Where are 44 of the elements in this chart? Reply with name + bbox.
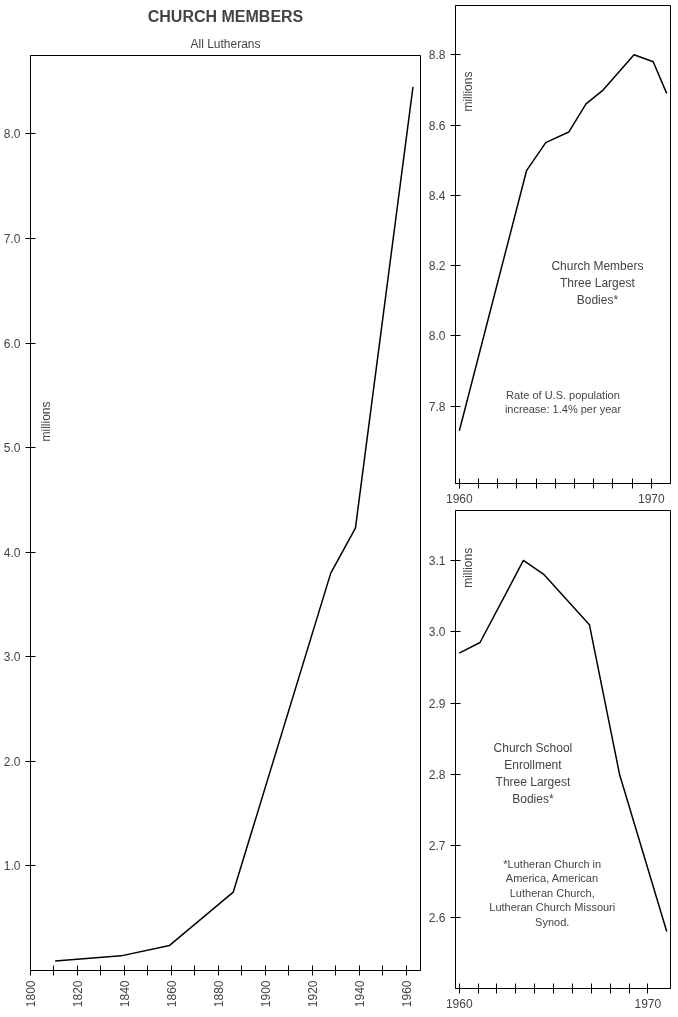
- x-tick-label: 1960: [399, 980, 414, 1008]
- y-tick-label: 8.6: [428, 118, 446, 133]
- y-tick-label: 8.8: [428, 48, 446, 63]
- x-tick-label: 1900: [258, 980, 273, 1008]
- y-tick-label: 4.0: [3, 545, 21, 560]
- y-tick-label: 2.9: [428, 696, 446, 711]
- y-tick-label: 3.0: [428, 625, 446, 640]
- y-tick-label: 3.1: [428, 553, 446, 568]
- y-tick-label: 5.0: [3, 441, 21, 456]
- y-tick-label: 2.7: [428, 839, 446, 854]
- x-tick-label: 1820: [70, 980, 85, 1008]
- x-tick-label: 1960: [445, 491, 474, 506]
- x-tick-label: 1840: [117, 980, 132, 1008]
- chart-subtitle: All Lutherans: [190, 36, 261, 51]
- x-tick-label: 1970: [637, 491, 665, 506]
- line-series: [54, 86, 414, 962]
- x-tick-label: 1920: [305, 980, 320, 1008]
- y-tick-label: 7.8: [428, 399, 446, 414]
- x-tick-label: 1800: [24, 980, 38, 1008]
- y-tick-label: 1.0: [3, 859, 21, 874]
- y-axis-title: millions: [461, 71, 476, 112]
- annotation: Church Members Three Largest Bodies*: [551, 258, 644, 307]
- y-tick-label: 8.0: [428, 329, 446, 344]
- y-tick-label: 2.6: [428, 910, 446, 925]
- annotation: Church School Enrollment Three Largest Bodies*: [493, 741, 573, 806]
- x-tick-label: 1940: [352, 980, 367, 1008]
- x-tick-label: 1880: [211, 980, 226, 1008]
- y-tick-label: 2.0: [3, 754, 21, 769]
- y-tick-label: 8.4: [428, 188, 446, 203]
- y-tick-label: 2.8: [428, 767, 446, 782]
- y-tick-label: 7.0: [3, 232, 21, 246]
- chart-title: CHURCH MEMBERS: [147, 7, 304, 25]
- y-tick-label: 6.0: [3, 336, 21, 351]
- y-axis-title: millions: [461, 547, 476, 588]
- y-tick-label: 8.2: [428, 259, 446, 274]
- y-tick-label: 8.0: [3, 127, 21, 142]
- line-series: [458, 53, 668, 432]
- annotation: *Lutheran Church in America, American Lutheran Church, Lutheran Church Missouri Synod.: [489, 858, 616, 928]
- annotation: Rate of U.S. population increase: 1.4% per year: [504, 389, 622, 416]
- x-tick-label: 1860: [164, 980, 179, 1008]
- y-tick-label: 3.0: [3, 650, 21, 665]
- y-axis-title: millions: [39, 401, 54, 442]
- x-tick-label: 1960: [445, 996, 473, 1011]
- x-tick-label: 1970: [634, 996, 662, 1011]
